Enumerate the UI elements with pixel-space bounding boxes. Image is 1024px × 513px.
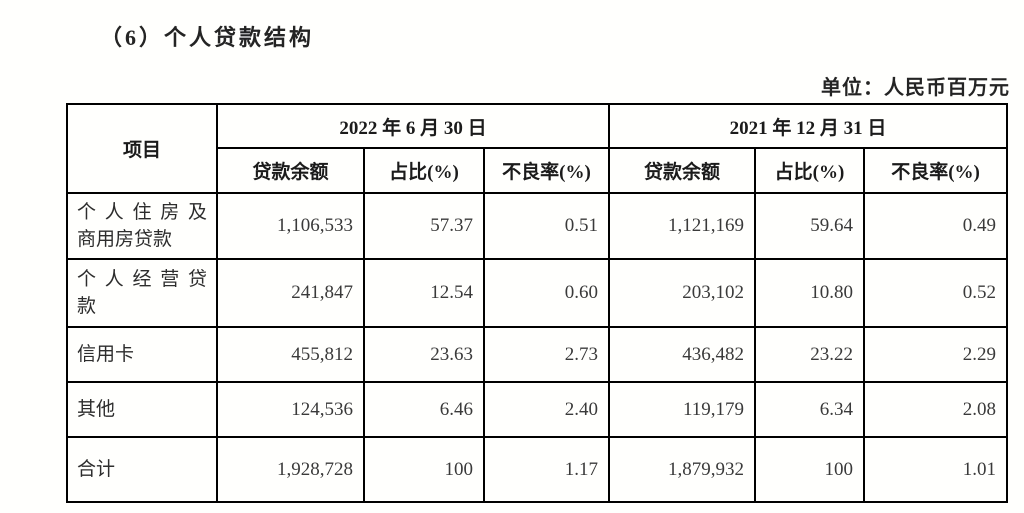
cell-ratio-2022: 12.54 — [363, 258, 485, 328]
cell-balance-2021: 436,482 — [608, 326, 756, 383]
section-title: （6）个人贷款结构 — [100, 25, 315, 50]
unit-note: 单位：人民币百万元 — [821, 77, 1010, 99]
cell-item: 其他 — [66, 381, 218, 438]
cell-balance-2022: 241,847 — [216, 258, 365, 328]
cell-npl-2021: 1.01 — [862, 436, 1009, 503]
cell-npl-2021: 2.08 — [862, 381, 1009, 438]
header-item: 项目 — [66, 103, 218, 194]
cell-npl-2021: 0.52 — [862, 258, 1009, 328]
header-balance-2021: 贷款余额 — [608, 147, 756, 194]
cell-balance-2022: 1,106,533 — [216, 192, 365, 260]
cell-ratio-2021: 10.80 — [754, 258, 865, 328]
header-npl-2021: 不良率(%) — [862, 147, 1009, 194]
header-row-metrics: 贷款余额 占比(%) 不良率(%) 贷款余额 占比(%) 不良率(%) — [67, 147, 1009, 194]
item-line: 信用卡 — [77, 344, 135, 365]
cell-item: 合计 — [66, 436, 218, 503]
cell-balance-2022: 455,812 — [216, 326, 365, 383]
cell-npl-2022: 0.51 — [483, 192, 610, 260]
table-row-others: 其他 124,536 6.46 2.40 119,179 6.34 2.08 — [66, 381, 1009, 438]
table-row-housing-loans: 个人住房及 商用房贷款 1,106,533 57.37 0.51 1,121,1… — [66, 192, 1009, 260]
personal-loan-structure-table: 项目 2022 年 6 月 30 日 2021 年 12 月 31 日 贷款余额… — [66, 103, 1009, 503]
table-row-business-loans: 个人经营贷 款 241,847 12.54 0.60 203,102 10.80… — [66, 258, 1009, 328]
item-line: 个人住房及 — [77, 202, 207, 223]
table-row-total: 合计 1,928,728 100 1.17 1,879,932 100 1.01 — [66, 436, 1009, 503]
cell-npl-2022: 2.40 — [483, 381, 610, 438]
item-line: 合计 — [77, 459, 116, 480]
cell-npl-2021: 0.49 — [862, 192, 1009, 260]
cell-balance-2022: 124,536 — [216, 381, 365, 438]
cell-balance-2021: 1,879,932 — [608, 436, 756, 503]
cell-ratio-2022: 6.46 — [363, 381, 485, 438]
cell-npl-2021: 2.29 — [862, 326, 1009, 383]
cell-ratio-2021: 100 — [754, 436, 865, 503]
cell-item: 信用卡 — [66, 326, 218, 383]
cell-balance-2021: 119,179 — [608, 381, 756, 438]
header-balance-2022: 贷款余额 — [216, 147, 365, 194]
cell-ratio-2022: 57.37 — [363, 192, 485, 260]
cell-ratio-2021: 6.34 — [754, 381, 865, 438]
header-ratio-2022: 占比(%) — [363, 147, 485, 194]
cell-npl-2022: 1.17 — [483, 436, 610, 503]
header-period-2022: 2022 年 6 月 30 日 — [216, 103, 610, 149]
cell-ratio-2022: 100 — [363, 436, 485, 503]
item-line: 个人经营贷 — [77, 269, 207, 290]
cell-item: 个人住房及 商用房贷款 — [66, 192, 218, 260]
header-period-2021: 2021 年 12 月 31 日 — [607, 103, 1009, 149]
header-row-periods: 项目 2022 年 6 月 30 日 2021 年 12 月 31 日 — [66, 103, 1009, 194]
item-line: 款 — [77, 296, 97, 317]
header-ratio-2021: 占比(%) — [754, 147, 865, 194]
cell-ratio-2021: 59.64 — [754, 192, 865, 260]
item-line: 商用房贷款 — [77, 229, 173, 250]
cell-ratio-2021: 23.22 — [754, 326, 865, 383]
cell-balance-2022: 1,928,728 — [216, 436, 365, 503]
cell-balance-2021: 203,102 — [608, 258, 756, 328]
item-line: 其他 — [77, 399, 116, 420]
cell-balance-2021: 1,121,169 — [608, 192, 756, 260]
cell-npl-2022: 2.73 — [483, 326, 610, 383]
cell-ratio-2022: 23.63 — [363, 326, 485, 383]
cell-npl-2022: 0.60 — [483, 258, 610, 328]
cell-item: 个人经营贷 款 — [66, 258, 218, 328]
header-npl-2022: 不良率(%) — [483, 147, 610, 194]
table-row-credit-card: 信用卡 455,812 23.63 2.73 436,482 23.22 2.2… — [66, 326, 1009, 383]
